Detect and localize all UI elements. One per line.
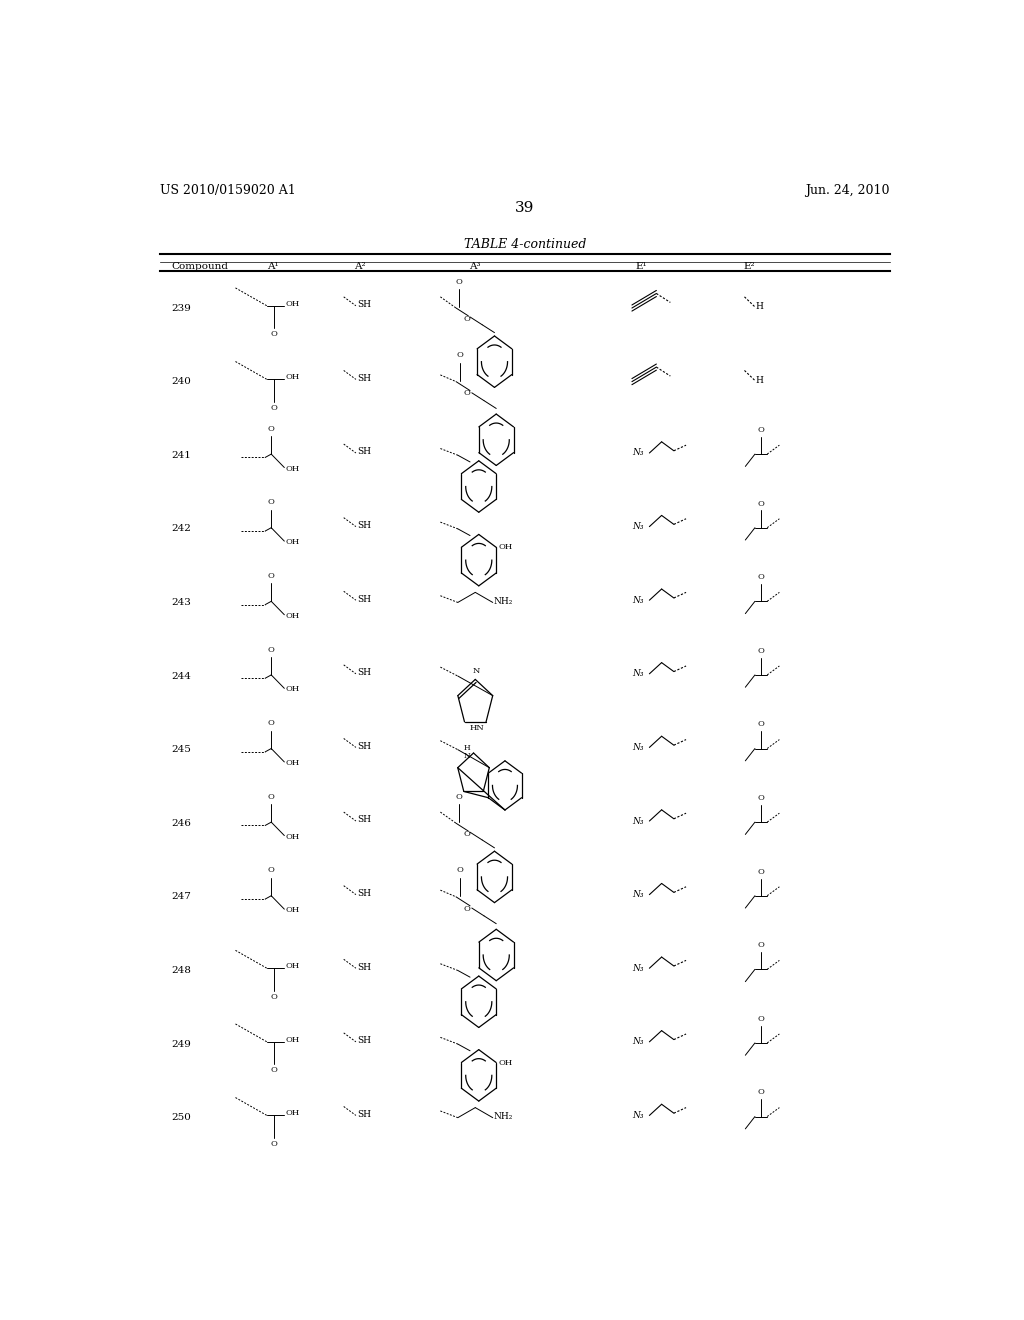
Text: OH: OH [286, 685, 299, 693]
Text: A³: A³ [469, 263, 480, 271]
Text: O: O [758, 573, 765, 581]
Text: 39: 39 [515, 201, 535, 215]
Text: O: O [268, 793, 274, 801]
Text: 242: 242 [172, 524, 191, 533]
Text: N₃: N₃ [632, 1038, 643, 1047]
Text: O: O [758, 941, 765, 949]
Text: N₃: N₃ [632, 523, 643, 531]
Text: O: O [270, 1067, 278, 1074]
Text: N₃: N₃ [632, 449, 643, 458]
Text: N: N [472, 667, 480, 675]
Text: 249: 249 [172, 1040, 191, 1048]
Text: OH: OH [286, 1109, 299, 1117]
Text: E¹: E¹ [636, 263, 647, 271]
Text: O: O [268, 425, 274, 433]
Text: 240: 240 [172, 378, 191, 387]
Text: O: O [456, 351, 463, 359]
Text: O: O [268, 866, 274, 874]
Text: A²: A² [354, 263, 366, 271]
Text: HN: HN [470, 725, 484, 733]
Text: NH₂: NH₂ [494, 1111, 513, 1121]
Text: OH: OH [499, 1059, 513, 1067]
Text: 243: 243 [172, 598, 191, 607]
Text: OH: OH [286, 300, 299, 308]
Text: N₃: N₃ [632, 595, 643, 605]
Text: OH: OH [286, 539, 299, 546]
Text: SH: SH [356, 1036, 371, 1045]
Text: O: O [456, 866, 463, 874]
Text: O: O [270, 330, 278, 338]
Text: O: O [758, 721, 765, 729]
Text: SH: SH [356, 300, 371, 309]
Text: 248: 248 [172, 966, 191, 975]
Text: O: O [464, 904, 471, 912]
Text: O: O [464, 389, 471, 397]
Text: SH: SH [356, 1110, 371, 1119]
Text: SH: SH [356, 668, 371, 677]
Text: H: H [756, 302, 764, 312]
Text: O: O [758, 426, 765, 434]
Text: SH: SH [356, 742, 371, 751]
Text: O: O [456, 277, 462, 285]
Text: OH: OH [499, 544, 513, 552]
Text: SH: SH [356, 962, 371, 972]
Text: US 2010/0159020 A1: US 2010/0159020 A1 [160, 183, 296, 197]
Text: A¹: A¹ [267, 263, 279, 271]
Text: 245: 245 [172, 746, 191, 754]
Text: OH: OH [286, 833, 299, 841]
Text: O: O [758, 1015, 765, 1023]
Text: N₃: N₃ [632, 669, 643, 678]
Text: 250: 250 [172, 1113, 191, 1122]
Text: O: O [463, 830, 470, 838]
Text: SH: SH [356, 816, 371, 825]
Text: O: O [270, 404, 278, 412]
Text: OH: OH [286, 374, 299, 381]
Text: OH: OH [286, 1036, 299, 1044]
Text: NH₂: NH₂ [494, 597, 513, 606]
Text: OH: OH [286, 612, 299, 620]
Text: O: O [758, 1089, 765, 1097]
Text: N₃: N₃ [632, 743, 643, 752]
Text: SH: SH [356, 521, 371, 531]
Text: Jun. 24, 2010: Jun. 24, 2010 [805, 183, 890, 197]
Text: TABLE 4-continued: TABLE 4-continued [464, 238, 586, 251]
Text: H: H [756, 376, 764, 385]
Text: N₃: N₃ [632, 817, 643, 825]
Text: SH: SH [356, 888, 371, 898]
Text: N₃: N₃ [632, 890, 643, 899]
Text: N₃: N₃ [632, 964, 643, 973]
Text: O: O [758, 647, 765, 655]
Text: SH: SH [356, 374, 371, 383]
Text: O: O [268, 645, 274, 653]
Text: 241: 241 [172, 450, 191, 459]
Text: H
N: H N [463, 744, 470, 759]
Text: O: O [268, 499, 274, 507]
Text: OH: OH [286, 962, 299, 970]
Text: O: O [463, 314, 470, 322]
Text: O: O [270, 1140, 278, 1148]
Text: Compound: Compound [172, 263, 228, 271]
Text: N₃: N₃ [632, 1111, 643, 1119]
Text: OH: OH [286, 465, 299, 473]
Text: O: O [758, 499, 765, 508]
Text: 239: 239 [172, 304, 191, 313]
Text: 246: 246 [172, 818, 191, 828]
Text: O: O [456, 793, 462, 801]
Text: 247: 247 [172, 892, 191, 902]
Text: SH: SH [356, 594, 371, 603]
Text: SH: SH [356, 447, 371, 457]
Text: O: O [270, 993, 278, 1001]
Text: OH: OH [286, 759, 299, 767]
Text: O: O [268, 719, 274, 727]
Text: O: O [758, 867, 765, 875]
Text: O: O [268, 572, 274, 579]
Text: 244: 244 [172, 672, 191, 681]
Text: E²: E² [743, 263, 755, 271]
Text: O: O [758, 795, 765, 803]
Text: OH: OH [286, 907, 299, 915]
